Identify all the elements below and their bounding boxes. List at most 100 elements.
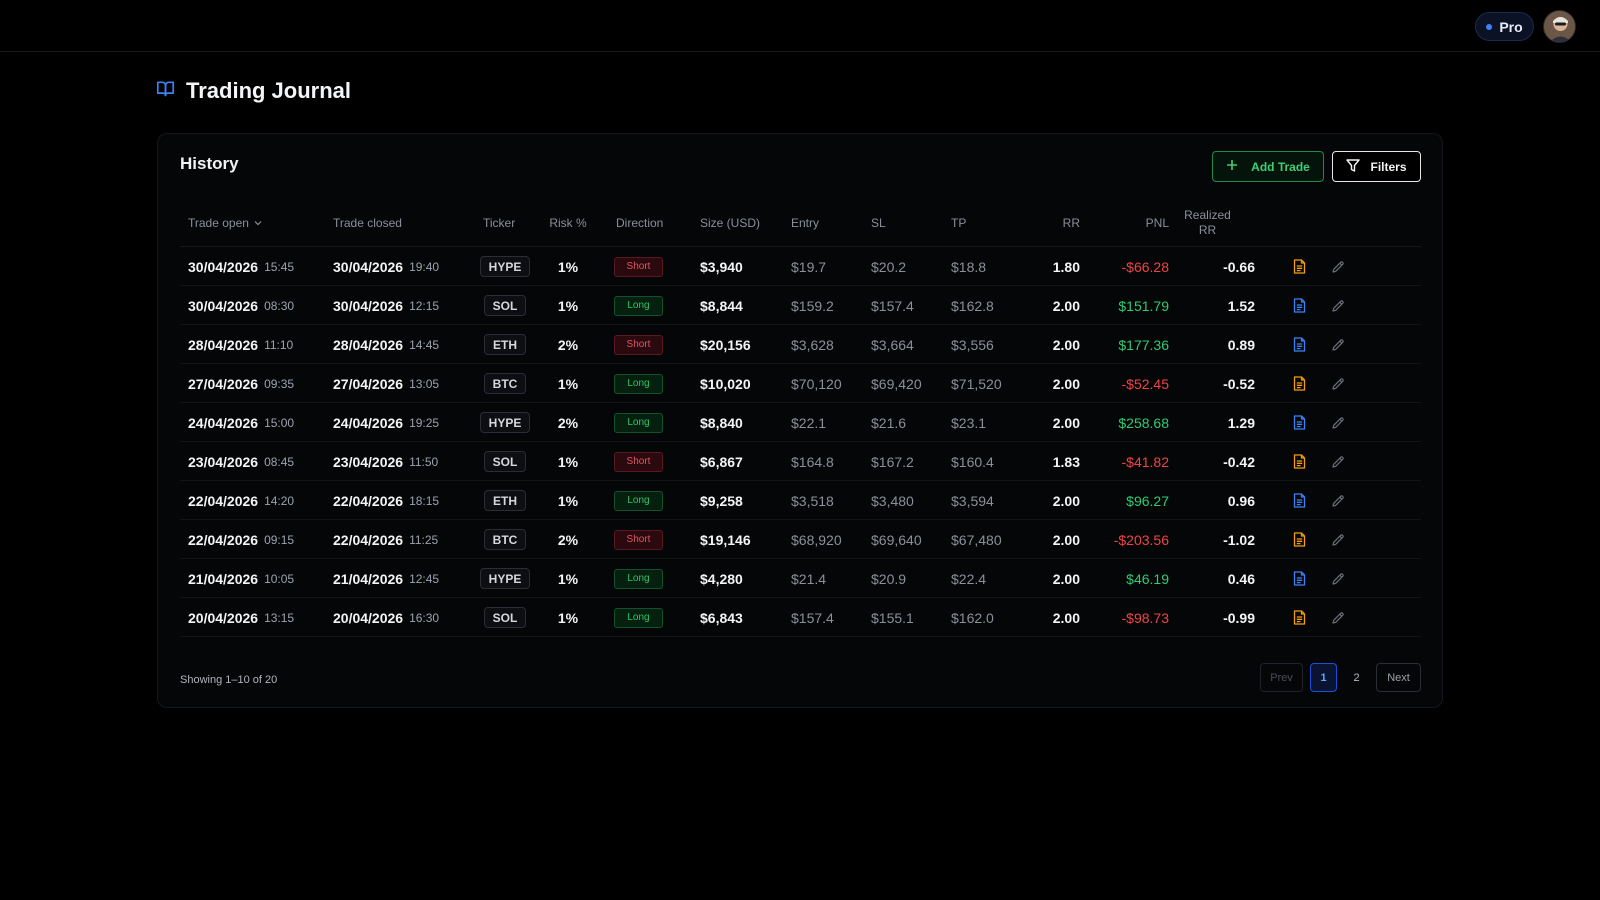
open-date: 20/04/2026 — [188, 609, 259, 626]
edit-pencil-icon[interactable] — [1331, 559, 1345, 598]
edit-pencil-icon[interactable] — [1331, 598, 1345, 637]
close-date: 23/04/2026 — [333, 453, 404, 470]
tp-cell: $162.0 — [951, 609, 994, 626]
realized-rr-cell: 1.52 — [1227, 297, 1255, 314]
ticker-badge: HYPE — [479, 256, 531, 277]
tp-cell: $18.8 — [951, 258, 987, 275]
direction-badge: Long — [614, 490, 663, 511]
trade-closed-cell: 24/04/2026 19:25 — [333, 403, 439, 442]
pnl-cell: $258.68 — [1118, 414, 1169, 431]
open-time: 10:05 — [264, 571, 295, 586]
edit-pencil-icon[interactable] — [1331, 325, 1345, 364]
history-card: History Add Trade Filters Trade open Tra… — [157, 133, 1443, 708]
prev-page-button[interactable]: Prev — [1260, 663, 1303, 692]
open-date: 24/04/2026 — [188, 414, 259, 431]
table-row[interactable]: 24/04/2026 15:00 24/04/2026 19:25 HYPE 2% Long… — [180, 403, 1421, 442]
open-time: 08:30 — [264, 298, 295, 313]
table-row[interactable]: 20/04/2026 13:15 20/04/2026 16:30 SOL 1% Long $… — [180, 598, 1421, 637]
page-2-button[interactable]: 2 — [1353, 671, 1360, 684]
notes-icon[interactable] — [1293, 325, 1306, 364]
table-row[interactable]: 27/04/2026 09:35 27/04/2026 13:05 BTC 1% Long $… — [180, 364, 1421, 403]
risk-cell: 1% — [557, 453, 579, 470]
notes-icon[interactable] — [1293, 403, 1306, 442]
edit-pencil-icon[interactable] — [1331, 286, 1345, 325]
col-realized-rr[interactable]: Realized RR — [1184, 208, 1231, 237]
size-cell: $3,940 — [700, 258, 743, 275]
open-date: 21/04/2026 — [188, 570, 259, 587]
edit-pencil-icon[interactable] — [1331, 442, 1345, 481]
edit-pencil-icon[interactable] — [1331, 247, 1345, 286]
tp-cell: $67,480 — [951, 531, 1002, 548]
pnl-cell: -$203.56 — [1113, 531, 1169, 548]
table-row[interactable]: 28/04/2026 11:10 28/04/2026 14:45 ETH 2% Short… — [180, 325, 1421, 364]
direction-cell: Long — [614, 598, 663, 637]
open-time: 13:15 — [264, 610, 295, 625]
risk-cell: 1% — [557, 297, 579, 314]
trade-open-cell: 20/04/2026 13:15 — [188, 598, 294, 637]
pro-badge[interactable]: Pro — [1475, 12, 1534, 41]
edit-pencil-icon[interactable] — [1331, 364, 1345, 403]
rr-cell: 2.00 — [1052, 609, 1080, 626]
add-trade-button[interactable]: Add Trade — [1212, 151, 1324, 182]
col-direction[interactable]: Direction — [616, 215, 664, 230]
filters-button[interactable]: Filters — [1332, 151, 1421, 182]
col-pnl[interactable]: PNL — [1145, 215, 1169, 230]
trade-closed-cell: 30/04/2026 19:40 — [333, 247, 439, 286]
notes-icon[interactable] — [1293, 364, 1306, 403]
table-row[interactable]: 22/04/2026 09:15 22/04/2026 11:25 BTC 2% Short… — [180, 520, 1421, 559]
table-row[interactable]: 23/04/2026 08:45 23/04/2026 11:50 SOL 1% Short… — [180, 442, 1421, 481]
direction-cell: Short — [614, 520, 663, 559]
history-table: Trade open Trade closed Ticker Risk % Di… — [180, 199, 1421, 637]
tp-cell: $23.1 — [951, 414, 987, 431]
table-row[interactable]: 30/04/2026 15:45 30/04/2026 19:40 HYPE 1% Shor… — [180, 247, 1421, 286]
notes-icon[interactable] — [1293, 520, 1306, 559]
risk-cell: 2% — [557, 336, 579, 353]
ticker-cell: BTC — [480, 520, 530, 559]
col-risk[interactable]: Risk % — [549, 215, 587, 230]
notes-icon[interactable] — [1293, 481, 1306, 520]
risk-cell: 1% — [557, 375, 579, 392]
close-date: 30/04/2026 — [333, 258, 404, 275]
rr-cell: 2.00 — [1052, 570, 1080, 587]
edit-pencil-icon[interactable] — [1331, 403, 1345, 442]
entry-cell: $19.7 — [791, 258, 827, 275]
close-time: 11:25 — [409, 532, 439, 547]
col-entry[interactable]: Entry — [791, 215, 820, 230]
notes-icon[interactable] — [1293, 598, 1306, 637]
close-time: 16:30 — [409, 610, 440, 625]
page-1-button[interactable]: 1 — [1310, 663, 1337, 692]
trade-open-cell: 24/04/2026 15:00 — [188, 403, 294, 442]
col-sl[interactable]: SL — [871, 215, 886, 230]
table-row[interactable]: 21/04/2026 10:05 21/04/2026 12:45 HYPE 1% Long… — [180, 559, 1421, 598]
next-page-button[interactable]: Next — [1376, 663, 1421, 692]
table-row[interactable]: 30/04/2026 08:30 30/04/2026 12:15 SOL 1% Long $… — [180, 286, 1421, 325]
close-time: 12:45 — [409, 571, 440, 586]
edit-pencil-icon[interactable] — [1331, 481, 1345, 520]
realized-rr-cell: 0.89 — [1227, 336, 1255, 353]
col-rr[interactable]: RR — [1062, 215, 1080, 230]
size-cell: $6,843 — [700, 609, 743, 626]
col-ticker[interactable]: Ticker — [483, 215, 516, 230]
trade-open-cell: 28/04/2026 11:10 — [188, 325, 293, 364]
avatar[interactable] — [1543, 10, 1576, 43]
close-time: 12:15 — [409, 298, 440, 313]
col-size[interactable]: Size (USD) — [700, 215, 761, 230]
close-date: 21/04/2026 — [333, 570, 404, 587]
sl-cell: $155.1 — [871, 609, 914, 626]
notes-icon[interactable] — [1293, 247, 1306, 286]
col-tp[interactable]: TP — [951, 215, 967, 230]
col-trade-open[interactable]: Trade open — [188, 199, 262, 247]
table-row[interactable]: 22/04/2026 14:20 22/04/2026 18:15 ETH 1% Long $… — [180, 481, 1421, 520]
close-date: 27/04/2026 — [333, 375, 404, 392]
trade-open-cell: 27/04/2026 09:35 — [188, 364, 294, 403]
notes-icon[interactable] — [1293, 559, 1306, 598]
trade-closed-cell: 20/04/2026 16:30 — [333, 598, 439, 637]
pro-label: Pro — [1499, 18, 1523, 35]
edit-pencil-icon[interactable] — [1331, 520, 1345, 559]
risk-cell: 1% — [557, 258, 579, 275]
sl-cell: $3,480 — [871, 492, 914, 509]
col-trade-closed[interactable]: Trade closed — [333, 215, 402, 230]
notes-icon[interactable] — [1293, 442, 1306, 481]
page-title: Trading Journal — [186, 78, 352, 103]
notes-icon[interactable] — [1293, 286, 1306, 325]
